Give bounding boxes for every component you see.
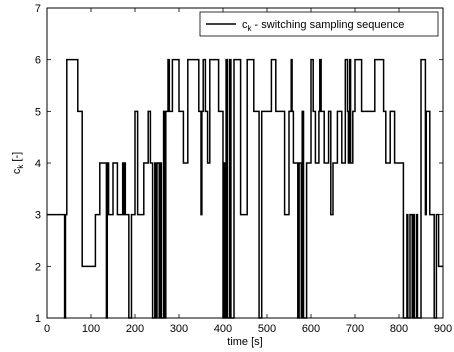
x-axis-ticks: 0 100 200 300 400 500 600 700 800 900 <box>44 8 452 335</box>
x-tick-label: 600 <box>302 323 320 335</box>
y-axis-ticks: 1 2 3 4 5 6 7 <box>35 3 443 325</box>
x-tick-label: 200 <box>126 323 144 335</box>
y-axis-label: ck [-] <box>11 152 25 174</box>
series-line-0 <box>47 58 443 319</box>
legend-box <box>199 11 439 37</box>
y-tick-label: 2 <box>35 261 41 273</box>
y-tick-label: 6 <box>35 55 41 67</box>
x-axis-label: time [s] <box>227 336 262 348</box>
y-tick-label: 1 <box>35 313 41 325</box>
y-tick-label: 4 <box>35 158 41 170</box>
y-tick-label: 5 <box>35 106 41 118</box>
legend-label: ck - switching sampling sequence <box>242 19 404 33</box>
y-tick-label: 7 <box>35 3 41 15</box>
series-layer <box>47 58 443 319</box>
x-tick-label: 100 <box>82 323 100 335</box>
x-tick-label: 500 <box>258 323 276 335</box>
x-tick-label: 400 <box>214 323 232 335</box>
x-tick-label: 0 <box>44 323 50 335</box>
x-tick-label: 800 <box>390 323 408 335</box>
x-tick-label: 900 <box>434 323 452 335</box>
y-tick-label: 3 <box>35 210 41 222</box>
x-tick-label: 700 <box>346 323 364 335</box>
legend: ck - switching sampling sequence <box>199 11 439 37</box>
x-tick-label: 300 <box>170 323 188 335</box>
